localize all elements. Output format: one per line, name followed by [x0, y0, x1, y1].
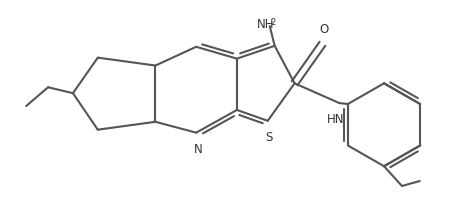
Text: O: O — [320, 23, 329, 36]
Text: HN: HN — [327, 113, 344, 126]
Text: NH: NH — [257, 18, 274, 31]
Text: S: S — [265, 131, 272, 144]
Text: N: N — [194, 142, 202, 155]
Text: 2: 2 — [271, 18, 276, 27]
